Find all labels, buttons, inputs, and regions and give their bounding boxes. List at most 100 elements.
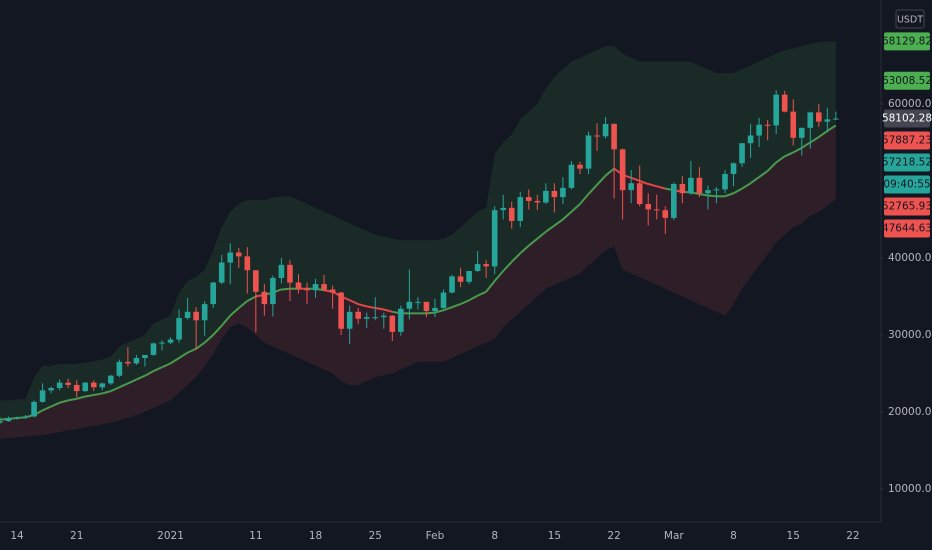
- candle-body: [380, 315, 387, 318]
- trend-line-segment: [733, 187, 743, 195]
- candle-body: [807, 112, 814, 128]
- candle-body: [99, 383, 106, 388]
- x-tick-label: 25: [369, 530, 382, 542]
- trend-line-segment: [749, 176, 760, 185]
- candle-body: [688, 177, 694, 194]
- candle-body: [56, 382, 63, 389]
- price-label: 57218.52: [882, 157, 932, 169]
- x-tick-label: 14: [10, 530, 24, 542]
- candle-body: [346, 311, 353, 329]
- trend-line-segment: [161, 362, 171, 369]
- trend-line-segment: [775, 155, 786, 164]
- price-label: 68129.82: [882, 35, 932, 47]
- x-tick-label: Feb: [426, 530, 445, 542]
- trend-line-segment: [357, 303, 367, 308]
- candle-body: [321, 284, 327, 290]
- candle-body: [790, 111, 797, 138]
- trend-line-segment: [596, 174, 607, 186]
- trend-line-segment: [493, 270, 504, 282]
- candle-body: [31, 401, 37, 417]
- trend-line-segment: [102, 390, 112, 395]
- price-label: 58102.28: [882, 113, 932, 125]
- candle-body: [508, 207, 515, 221]
- currency-badge[interactable]: [895, 9, 925, 29]
- trend-line-segment: [110, 386, 120, 393]
- candle-body: [176, 317, 182, 340]
- candle-body: [244, 256, 251, 271]
- trend-line-segment: [809, 136, 820, 144]
- candle-body: [261, 291, 268, 305]
- candle-body: [781, 94, 788, 112]
- trend-line-segment: [826, 124, 837, 132]
- candle-body: [406, 301, 413, 309]
- candle-body: [125, 361, 131, 364]
- candle-body: [705, 190, 711, 194]
- candle-body: [5, 418, 12, 422]
- trend-line-segment: [699, 193, 709, 197]
- trend-line-segment: [460, 299, 470, 306]
- candle-body: [628, 183, 634, 191]
- trend-line-segment: [545, 224, 555, 233]
- trend-line-segment: [281, 287, 291, 291]
- trend-line-segment: [118, 382, 129, 389]
- trend-line-segment: [784, 151, 794, 158]
- candle-body: [142, 354, 148, 359]
- x-tick-label: Mar: [664, 530, 684, 542]
- candle-body: [116, 361, 123, 376]
- candle-body: [457, 276, 464, 282]
- candle-body: [22, 416, 29, 418]
- candle-body: [466, 271, 472, 282]
- candle-body: [585, 135, 592, 169]
- trend-line-segment: [528, 237, 538, 247]
- candle-body: [48, 388, 54, 391]
- trend-line-segment: [144, 370, 154, 377]
- candle-body: [833, 118, 839, 120]
- candle-body: [602, 123, 609, 137]
- trend-line-segment: [220, 315, 232, 327]
- trend-line-segment: [656, 185, 666, 190]
- candle-body: [133, 358, 140, 364]
- trend-line-segment: [579, 193, 590, 205]
- candle-body: [722, 174, 728, 190]
- candle-body: [167, 339, 174, 343]
- candle-body: [14, 417, 20, 419]
- candle-body: [739, 143, 745, 164]
- candle-body: [577, 164, 583, 169]
- candle-body: [551, 190, 558, 198]
- candle-body: [287, 264, 293, 283]
- candle-body: [483, 264, 489, 267]
- trend-line-segment: [724, 192, 734, 198]
- y-tick-label: 40000.00: [888, 252, 932, 264]
- candle-body: [440, 292, 447, 308]
- candle-body: [474, 264, 481, 272]
- trend-line-segment: [187, 347, 197, 354]
- trend-line-segment: [212, 324, 223, 336]
- candle-body: [270, 277, 276, 305]
- trend-line-segment: [229, 307, 240, 317]
- candle-body: [594, 135, 600, 137]
- candle-body: [82, 382, 89, 392]
- candle-body: [90, 382, 97, 388]
- trend-line-segment: [792, 146, 803, 154]
- candle-body: [235, 252, 242, 257]
- y-tick-label: 10000.00: [888, 483, 932, 495]
- trend-line-segment: [587, 184, 598, 195]
- candle-body: [560, 187, 566, 198]
- trend-line-segment: [42, 405, 52, 412]
- candle-body: [679, 184, 686, 194]
- x-tick-label: 8: [730, 530, 737, 542]
- candle-body: [210, 282, 216, 305]
- candle-body: [363, 317, 370, 319]
- trend-line-segment: [50, 401, 61, 408]
- trend-line-segment: [178, 351, 189, 359]
- candle-body: [355, 311, 361, 319]
- candle-body: [824, 119, 831, 122]
- candle-body: [108, 375, 114, 384]
- candle-body: [0, 421, 3, 423]
- price-label-box: [884, 153, 930, 172]
- trend-line-segment: [818, 130, 828, 138]
- trend-line-segment: [238, 300, 248, 309]
- candle-body: [73, 384, 80, 392]
- x-tick-label: 8: [491, 530, 498, 542]
